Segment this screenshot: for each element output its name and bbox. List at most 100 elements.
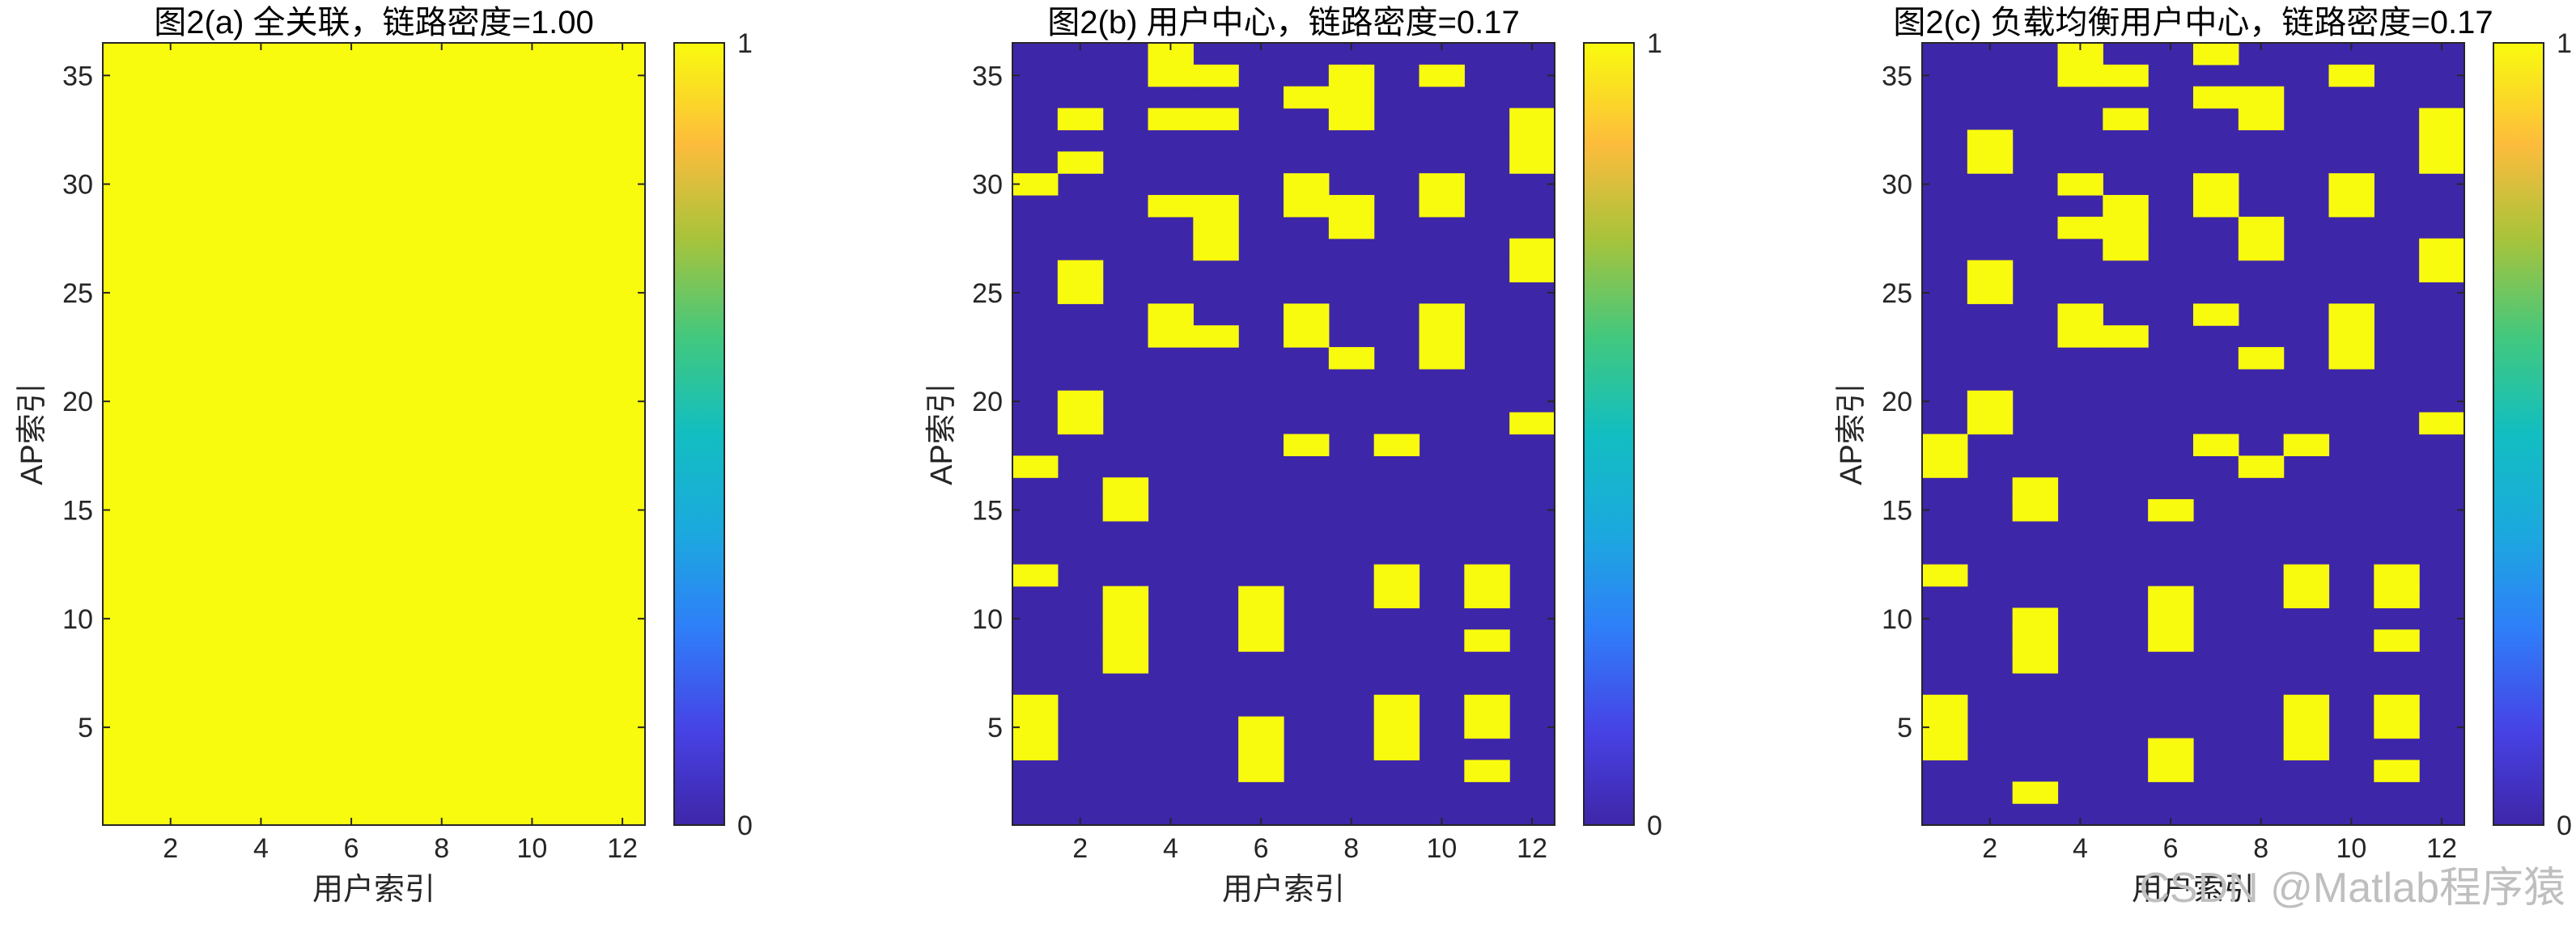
heatmap-cell (2419, 260, 2465, 283)
heatmap-cell (1419, 195, 1465, 218)
heatmap-cell (2057, 64, 2103, 87)
heatmap-cell (1509, 108, 1555, 131)
heatmap-cell (1967, 390, 2014, 413)
y-tick-label: 5 (987, 713, 1003, 743)
heatmap-cell (1967, 151, 2014, 174)
heatmap-cell (1193, 108, 1239, 131)
y-tick-label: 35 (972, 61, 1003, 91)
heatmap-cell (1328, 108, 1375, 131)
y-tick-label: 5 (78, 713, 93, 743)
heatmap-cell (1922, 716, 1968, 739)
y-tick-label: 15 (972, 496, 1003, 527)
heatmap-cell (1193, 325, 1239, 348)
x-tick-label: 6 (344, 833, 359, 864)
x-tick-label: 8 (1343, 833, 1359, 864)
heatmap-cell (1419, 64, 1465, 87)
heatmap-cell (2374, 629, 2420, 652)
heatmap-cell (1967, 129, 2014, 152)
axes-box (1012, 42, 1555, 826)
heatmap-cell (2328, 64, 2374, 87)
heatmap-cell (1284, 434, 1330, 456)
y-tick-label: 15 (1882, 496, 1912, 527)
y-tick-label: 20 (1882, 387, 1912, 417)
heatmap-cell (1012, 694, 1059, 717)
heatmap-cell (2012, 499, 2059, 522)
x-tick-label: 6 (1254, 833, 1269, 864)
heatmap-cell (2283, 738, 2330, 761)
heatmap-cell (1922, 455, 1968, 478)
heatmap-cell (1057, 281, 1104, 304)
heatmap-cell (1012, 173, 1059, 196)
heatmap-cell (2283, 716, 2330, 739)
colorbar-tick-label: 1 (737, 28, 753, 59)
heatmap-cell (1922, 738, 1968, 761)
heatmap-cell (1373, 694, 1420, 717)
colorbar-tick-label: 0 (2557, 811, 2572, 841)
heatmap-cell (1012, 716, 1059, 739)
y-tick-label: 25 (1882, 278, 1912, 309)
heatmap-cell (2148, 760, 2194, 782)
colorbar-tick-label: 0 (737, 811, 753, 841)
heatmap-cell (2328, 173, 2374, 196)
heatmap-cell (1464, 629, 1510, 652)
y-axis-label: AP索引 (1835, 383, 1869, 485)
x-tick-label: 8 (2253, 833, 2268, 864)
x-tick-label: 10 (1427, 833, 1458, 864)
y-tick-label: 35 (62, 61, 93, 91)
heatmap-cell (1057, 151, 1104, 174)
heatmap-cell (1238, 586, 1284, 608)
heatmap-cell (1284, 173, 1330, 196)
heatmap-cell (1057, 412, 1104, 435)
heatmap-cell (1922, 564, 1968, 587)
heatmap-cell (2103, 238, 2149, 261)
heatmap-cell (2057, 303, 2103, 326)
heatmap-cell (1148, 325, 1194, 348)
heatmap-cell (1284, 86, 1330, 109)
x-tick-label: 4 (2073, 833, 2088, 864)
heatmap-cell (1419, 303, 1465, 326)
heatmap-cell (2012, 629, 2059, 652)
heatmap-cell (1238, 716, 1284, 739)
heatmap-cell (1012, 455, 1059, 478)
heatmap-cell (2374, 716, 2420, 739)
heatmap-cell (2103, 108, 2149, 131)
heatmap-cell (1922, 434, 1968, 456)
heatmap-cell (2374, 694, 2420, 717)
y-tick-label: 20 (972, 387, 1003, 417)
heatmap-cell (1373, 716, 1420, 739)
x-tick-label: 2 (1072, 833, 1088, 864)
heatmap-cell (1464, 760, 1510, 782)
heatmap-cell (2057, 216, 2103, 239)
heatmap-cell (2283, 434, 2330, 456)
heatmap-cell (2148, 586, 2194, 608)
heatmap-cell (1328, 216, 1375, 239)
heatmap-cell (2103, 64, 2149, 87)
heatmap-background (103, 43, 645, 825)
heatmap-cell (1057, 260, 1104, 283)
heatmap-cell (1373, 586, 1420, 608)
heatmap-cell (2193, 86, 2239, 109)
y-tick-label: 20 (62, 387, 93, 417)
heatmap-cell (1464, 564, 1510, 587)
heatmap-cell (1284, 303, 1330, 326)
heatmap-cell (1238, 629, 1284, 652)
heatmap-cell (2057, 325, 2103, 348)
heatmap-cell (1238, 738, 1284, 761)
heatmap-cell (1509, 129, 1555, 152)
x-tick-label: 6 (2163, 833, 2179, 864)
y-tick-label: 30 (1882, 170, 1912, 201)
heatmap-cell (2238, 455, 2285, 478)
y-tick-label: 25 (972, 278, 1003, 309)
heatmap-cell (1419, 173, 1465, 196)
heatmap-cell (2103, 195, 2149, 218)
heatmap-cell (1193, 238, 1239, 261)
heatmap-cell (1509, 151, 1555, 174)
heatmap-cell (1102, 499, 1149, 522)
heatmap-cell (1967, 260, 2014, 283)
colorbar (2493, 42, 2544, 826)
heatmap-cell (2328, 195, 2374, 218)
heatmap-cell (2374, 586, 2420, 608)
colorbar-tick-label: 0 (1647, 811, 1662, 841)
